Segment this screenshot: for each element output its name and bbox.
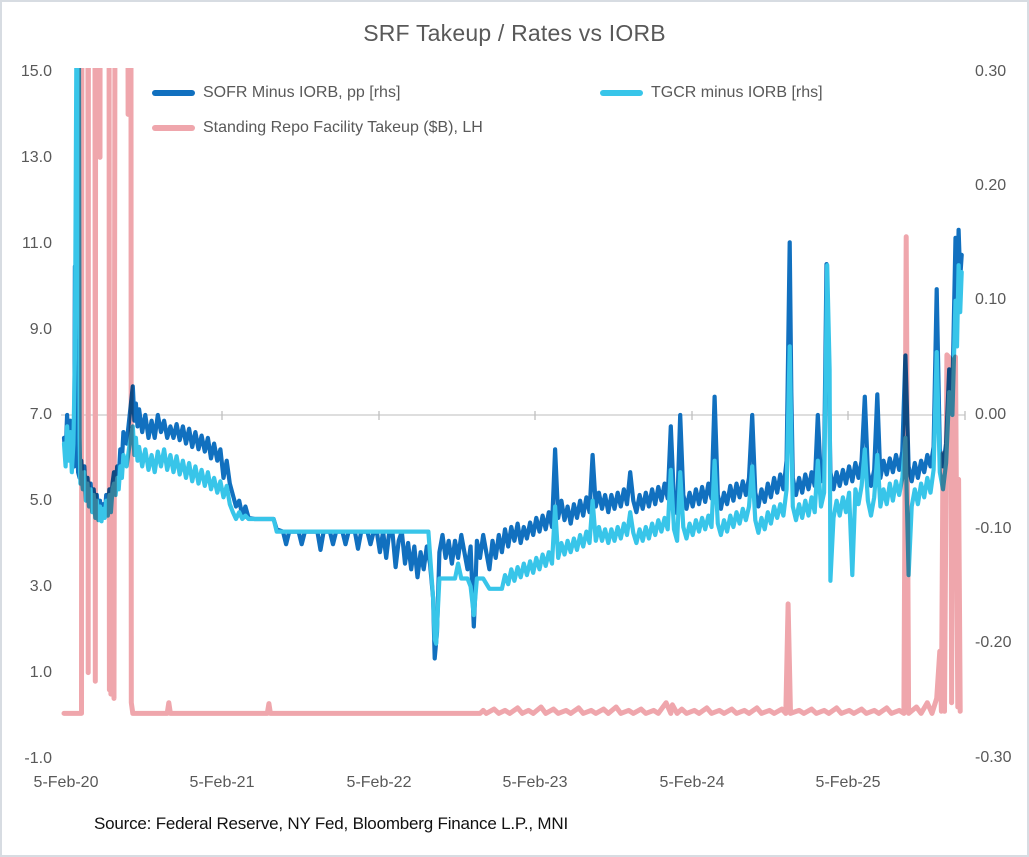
left-axis-tick-label: 13.0 — [20, 149, 52, 166]
legend-label-srf: Standing Repo Facility Takeup ($B), LH — [203, 119, 483, 136]
right-axis-tick-label: -0.10 — [975, 520, 1012, 537]
legend-item-srf: Standing Repo Facility Takeup ($B), LH — [152, 119, 483, 137]
legend-label-tgcr: TGCR minus IORB [rhs] — [651, 84, 823, 101]
right-axis-tick-label: -0.20 — [975, 634, 1012, 651]
left-axis-tick-label: 7.0 — [29, 406, 52, 423]
left-axis-tick-label: 15.0 — [20, 63, 52, 80]
x-axis-tick-label: 5-Feb-22 — [346, 774, 412, 791]
x-axis-tick-label: 5-Feb-25 — [815, 774, 881, 791]
sofr-line-swatch-icon — [152, 90, 195, 96]
x-axis-tick-label: 5-Feb-21 — [189, 774, 255, 791]
right-axis-tick-label: 0.10 — [975, 291, 1007, 308]
right-axis-tick-label: 0.00 — [975, 406, 1007, 423]
x-axis-tick-label: 5-Feb-24 — [659, 774, 725, 791]
right-axis-tick-label: 0.30 — [975, 63, 1007, 80]
right-axis-tick-label: -0.30 — [975, 749, 1012, 766]
left-axis-tick-label: 11.0 — [22, 235, 52, 252]
tgcr-line-swatch-icon — [600, 90, 643, 96]
left-axis-tick-label: 3.0 — [29, 578, 52, 595]
x-axis-tick-label: 5-Feb-23 — [502, 774, 568, 791]
srf-line-swatch-icon — [152, 125, 195, 131]
legend-item-sofr: SOFR Minus IORB, pp [rhs] — [152, 84, 400, 102]
left-axis-tick-label: 5.0 — [29, 492, 52, 509]
left-axis-tick-label: 1.0 — [29, 664, 52, 681]
right-axis-tick-label: 0.20 — [975, 177, 1007, 194]
source-note: Source: Federal Reserve, NY Fed, Bloombe… — [94, 814, 568, 833]
legend-item-tgcr: TGCR minus IORB [rhs] — [600, 84, 823, 102]
legend-label-sofr: SOFR Minus IORB, pp [rhs] — [203, 84, 401, 101]
x-axis-tick-label: 5-Feb-20 — [33, 774, 99, 791]
left-axis-tick-label: 9.0 — [29, 321, 52, 338]
left-axis-tick-label: -1.0 — [24, 750, 52, 767]
chart-title: SRF Takeup / Rates vs IORB — [363, 20, 666, 46]
